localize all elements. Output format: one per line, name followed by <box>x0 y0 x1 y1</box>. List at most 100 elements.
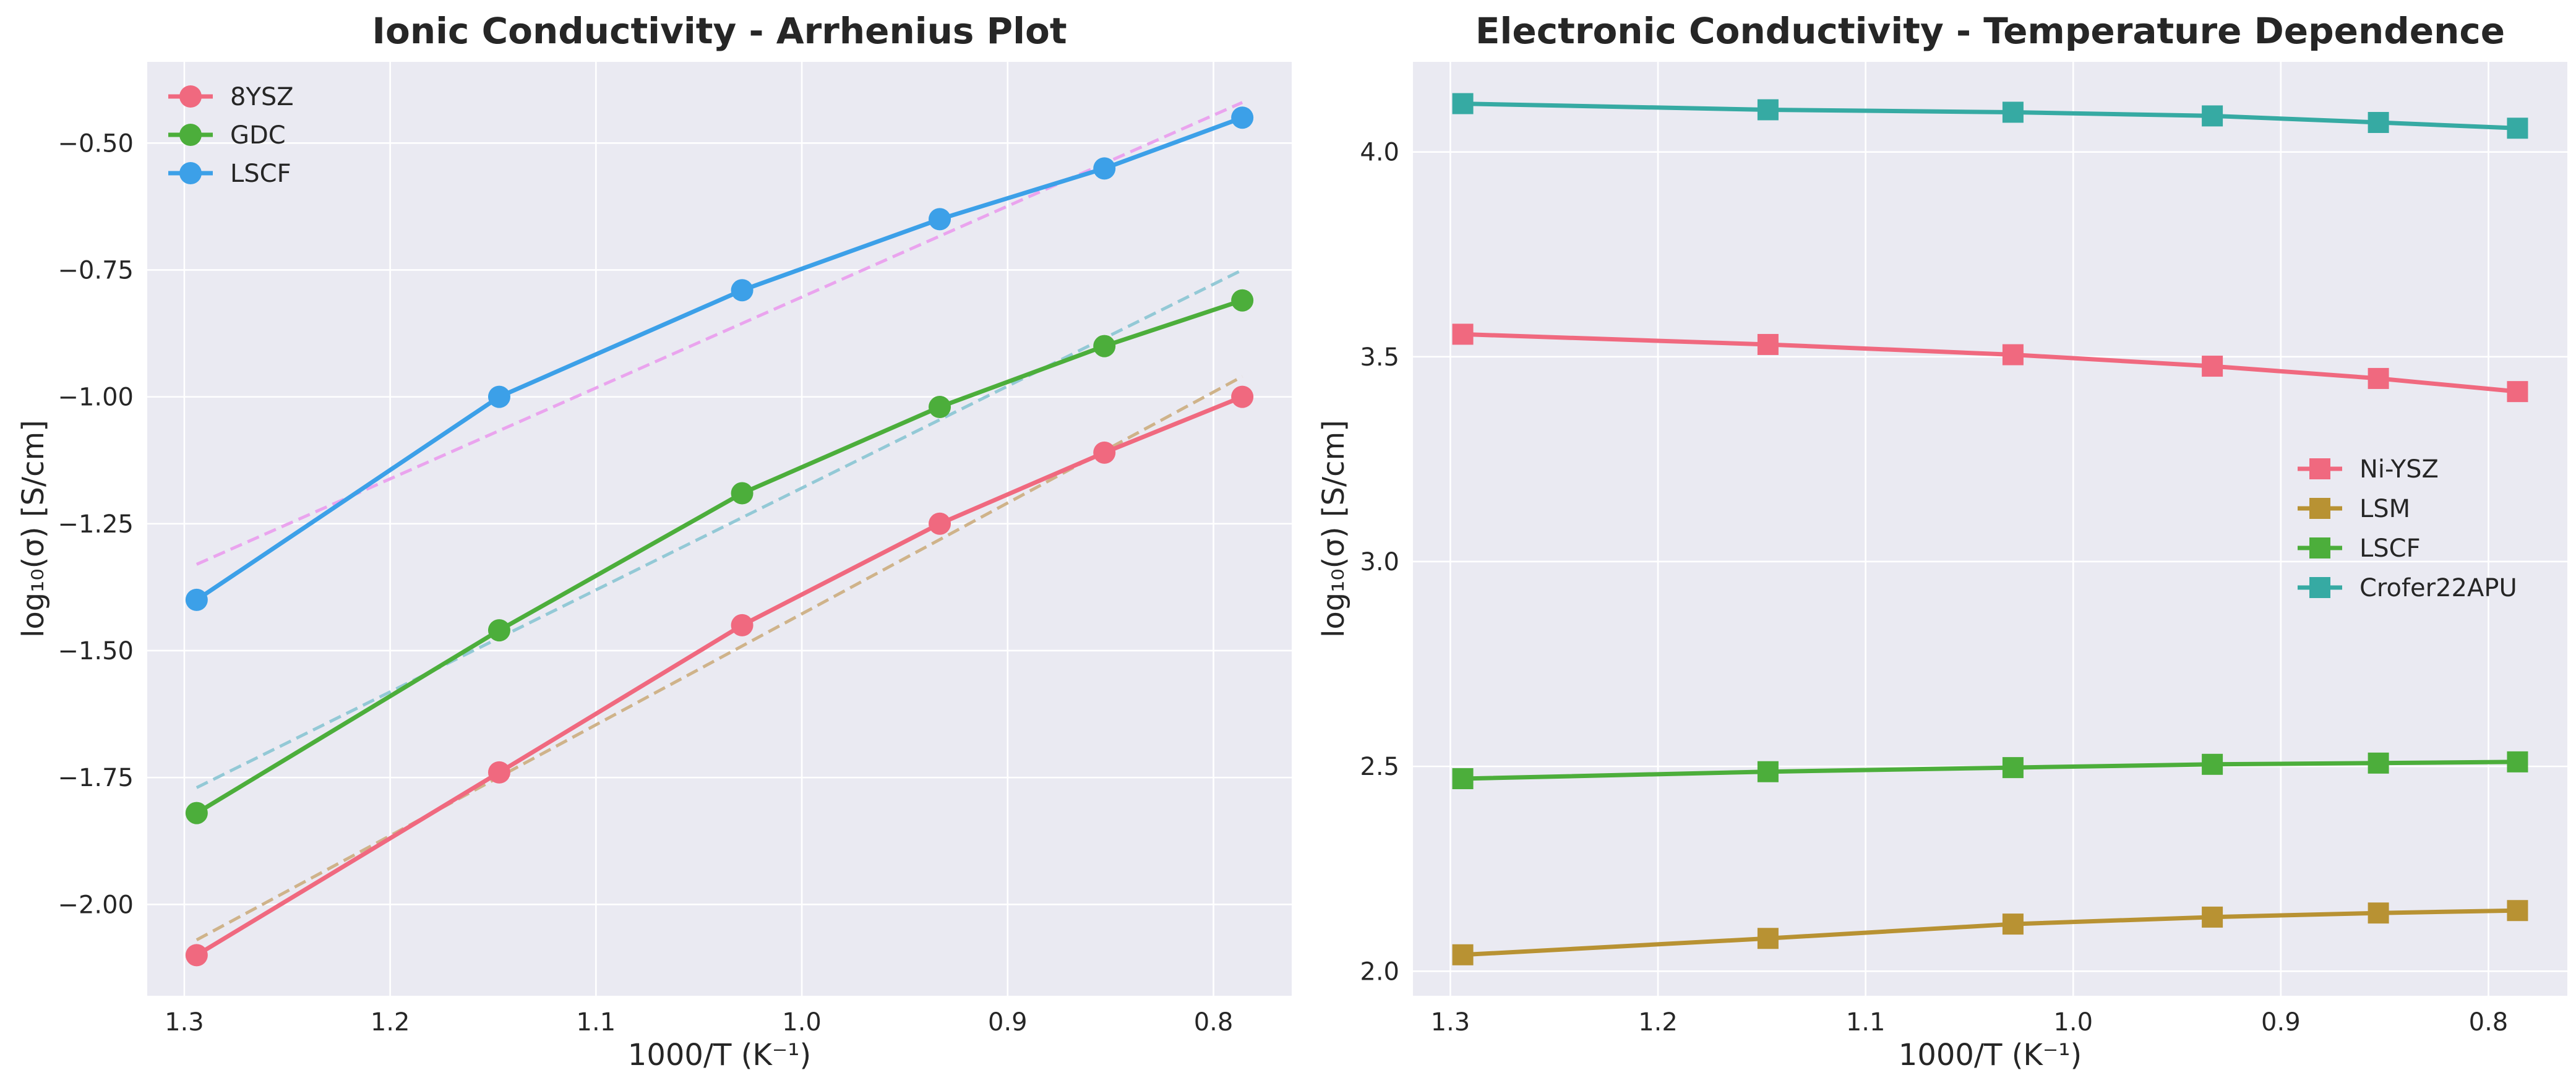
legend-item-gdc: GDC <box>168 121 286 150</box>
x-axis-label: 1000/T (K⁻¹) <box>1899 1038 2082 1072</box>
y-tick-label: −0.75 <box>58 256 134 285</box>
legend-item-ni-ysz: Ni-YSZ <box>2298 455 2439 484</box>
series-lines <box>194 115 1245 957</box>
data-point-lscf <box>1231 106 1254 129</box>
grid <box>147 62 1292 996</box>
ionic-conductivity-chart: 1.3 1.2 1.1 1.0 0.9 0.8 −2.00−1.75−1.50−1.25−… <box>16 10 1292 1072</box>
series-markers <box>185 106 1254 967</box>
data-point-crofer22apu <box>2002 101 2024 123</box>
data-point-crofer22apu <box>2507 118 2528 139</box>
data-point-8ysz <box>185 944 208 967</box>
series-line-gdc <box>194 298 1245 816</box>
legend-swatch-marker <box>2309 577 2330 598</box>
y-tick-label: −0.50 <box>58 129 134 158</box>
legend: 8YSZ GDC LSCF <box>168 83 294 188</box>
x-tick-label: 1.2 <box>371 1008 410 1037</box>
legend-item-crofer22apu: Crofer22APU <box>2298 574 2517 602</box>
data-point-lscf <box>2507 751 2528 772</box>
data-point-ni-ysz <box>2507 381 2528 403</box>
y-tick-label: −1.00 <box>58 383 134 412</box>
electronic-conductivity-chart: 1.3 1.2 1.1 1.0 0.9 0.8 2.0 2.5 3.0 3.5 4.0 Ni-YS… <box>1316 10 2567 1072</box>
x-tick-label: 0.9 <box>2261 1008 2301 1037</box>
y-tick-label: 3.0 <box>1360 548 1399 576</box>
x-tick-label: 1.1 <box>1846 1008 1886 1037</box>
data-point-crofer22apu <box>2202 105 2223 127</box>
series-line-ni-ysz <box>1461 332 2520 394</box>
legend-label: LSCF <box>2359 534 2421 563</box>
data-point-ni-ysz <box>1757 333 1779 355</box>
data-point-gdc <box>731 482 753 505</box>
x-tick-labels: 1.3 1.2 1.1 1.0 0.9 0.8 <box>165 1008 1233 1037</box>
y-tick-label: 2.5 <box>1360 753 1399 781</box>
x-tick-label: 1.0 <box>782 1008 822 1037</box>
data-point-crofer22apu <box>2368 112 2389 134</box>
fit-line <box>195 268 1243 789</box>
data-point-lscf <box>731 279 753 302</box>
data-point-lsm <box>2002 913 2024 935</box>
x-tick-label: 1.2 <box>1638 1008 1678 1037</box>
data-point-gdc <box>1093 335 1116 357</box>
y-tick-label: −1.25 <box>58 510 134 539</box>
y-tick-label: 4.0 <box>1360 139 1399 167</box>
data-point-ni-ysz <box>2202 356 2223 377</box>
data-point-8ysz <box>487 761 510 784</box>
data-point-lscf <box>185 588 208 611</box>
legend-label: LSCF <box>230 160 291 188</box>
y-tick-label: 3.5 <box>1360 343 1399 372</box>
data-point-lscf <box>929 208 951 231</box>
series-line-crofer22apu <box>1461 101 2520 130</box>
x-axis-label: 1000/T (K⁻¹) <box>628 1038 811 1072</box>
data-point-ni-ysz <box>2368 367 2389 389</box>
data-point-lscf <box>1757 761 1779 782</box>
data-point-8ysz <box>1093 441 1116 464</box>
legend-swatch-marker <box>2309 537 2330 558</box>
y-tick-labels: 2.0 2.5 3.0 3.5 4.0 <box>1360 139 1399 986</box>
data-point-lsm <box>2507 900 2528 922</box>
data-point-ni-ysz <box>2002 344 2024 366</box>
data-point-gdc <box>487 619 510 642</box>
data-point-lscf <box>2202 753 2223 775</box>
data-point-crofer22apu <box>1452 93 1474 114</box>
series-line-lsm <box>1461 908 2520 957</box>
series-line-lscf <box>194 115 1245 602</box>
legend-item-lscf: LSCF <box>168 160 291 188</box>
chart-title: Electronic Conductivity - Temperature De… <box>1475 10 2505 52</box>
x-tick-labels: 1.3 1.2 1.1 1.0 0.9 0.8 <box>1431 1008 2509 1037</box>
legend-label: LSM <box>2359 495 2410 523</box>
legend-swatch-marker <box>179 85 202 108</box>
x-tick-label: 0.8 <box>2469 1008 2509 1037</box>
data-point-lscf <box>2002 757 2024 779</box>
data-point-8ysz <box>929 512 951 535</box>
y-tick-label: −2.00 <box>58 891 134 919</box>
legend-swatch-marker <box>179 124 202 146</box>
series-line-lscf <box>1461 759 2520 781</box>
x-tick-label: 1.1 <box>577 1008 616 1037</box>
data-point-lscf <box>2368 752 2389 774</box>
legend: Ni-YSZ LSM LSCF Crofer22APU <box>2298 455 2517 602</box>
data-point-8ysz <box>1231 385 1254 408</box>
data-point-lscf <box>487 385 510 408</box>
data-point-ni-ysz <box>1452 323 1474 345</box>
legend-item-lsm: LSM <box>2298 495 2410 523</box>
series-lines <box>1461 101 2520 957</box>
x-tick-label: 1.3 <box>165 1008 204 1037</box>
data-point-lsm <box>2202 906 2223 928</box>
y-axis-label: log₁₀(σ) [S/cm] <box>16 420 51 638</box>
legend-swatch-marker <box>2309 458 2330 479</box>
plot-area <box>1413 62 2567 996</box>
series-line-8ysz <box>194 395 1245 957</box>
x-tick-label: 0.9 <box>988 1008 1028 1037</box>
legend-swatch-marker <box>179 162 202 184</box>
y-tick-label: −1.75 <box>58 764 134 792</box>
legend-label: Ni-YSZ <box>2359 455 2439 484</box>
legend-label: Crofer22APU <box>2359 574 2517 602</box>
legend-item-8ysz: 8YSZ <box>168 83 294 111</box>
series-markers <box>1452 93 2528 965</box>
data-point-crofer22apu <box>1757 99 1779 121</box>
data-point-gdc <box>929 396 951 419</box>
data-point-lsm <box>1757 928 1779 949</box>
x-tick-label: 1.0 <box>2053 1008 2093 1037</box>
y-tick-labels: −2.00 −1.75 −1.50 −1.25 −1.00 −0.75 −0.50 <box>58 129 134 919</box>
y-tick-label: 2.0 <box>1360 957 1399 986</box>
